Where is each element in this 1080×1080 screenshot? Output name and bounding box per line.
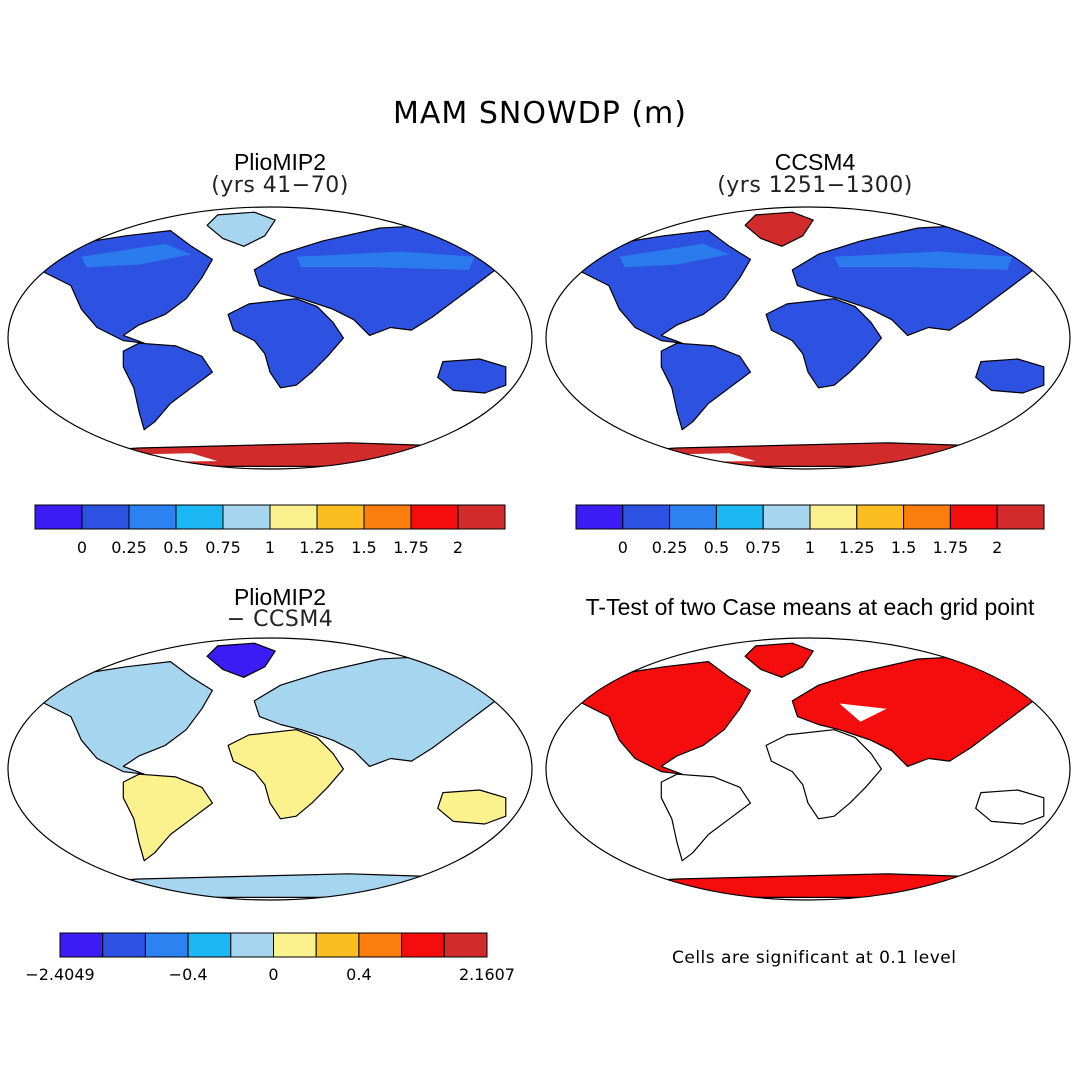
colorbar-box [363, 504, 412, 530]
colorbar-tick-label: 0.75 [745, 538, 781, 557]
colorbar-box [410, 504, 459, 530]
snow-band-america [619, 243, 730, 268]
colorbar-tick-label: 0.25 [111, 538, 147, 557]
colorbar-box [81, 504, 130, 530]
colorbar-box [59, 932, 104, 958]
colorbar-tick-label: 0 [268, 965, 278, 984]
colorbar-box [809, 504, 858, 530]
colorbar-box [996, 504, 1045, 530]
colorbar-tick-label: 0.5 [704, 538, 729, 557]
colorbar-box [102, 932, 146, 958]
land-africa [765, 298, 882, 389]
land-europeAsia [253, 224, 512, 336]
colorbar-box [230, 932, 275, 958]
land-southAmerica [122, 342, 213, 431]
land-africa [765, 729, 882, 820]
colorbar-box [128, 504, 177, 530]
colorbar-tick-label: 1.25 [299, 538, 335, 557]
land-australia [975, 789, 1045, 825]
colorbar-box [443, 932, 488, 958]
panel2-title: CCSM4 [774, 149, 856, 175]
colorbar-box [222, 504, 271, 530]
map-frame [545, 206, 1071, 470]
panel3-title: PlioMIP2 [233, 584, 327, 610]
land-northAmerica [38, 661, 213, 775]
colorbar-box [622, 504, 671, 530]
panel1-title: PlioMIP2 [233, 149, 327, 175]
colorbar-box [575, 504, 624, 530]
panel3-subtitle: − CCSM4 [226, 607, 334, 632]
map-frame [545, 637, 1071, 901]
colorbar-tick-label: 0.5 [163, 538, 188, 557]
colorbar-tick-label: 1.75 [933, 538, 969, 557]
map-frame [7, 637, 533, 901]
panel1-subtitle: (yrs 41−70) [211, 173, 349, 198]
snow-band-eurasia [296, 251, 475, 270]
nonsignificant-gap [839, 703, 887, 722]
land-africa [227, 729, 344, 820]
colorbar-box [401, 932, 445, 958]
land-southAmerica [660, 773, 751, 862]
panel2-subtitle: (yrs 1251−1300) [717, 173, 913, 198]
colorbar-box [949, 504, 998, 530]
land-southAmerica [660, 342, 751, 431]
land-greenland [744, 211, 814, 247]
land-australia [975, 358, 1045, 394]
colorbar-2: 0 0.25 0.5 0.75 1 1.25 1.5 1.75 2 [575, 504, 1045, 557]
colorbar-box [273, 932, 317, 958]
panel4-title: T-Test of two Case means at each grid po… [585, 594, 1035, 620]
colorbar-box [715, 504, 764, 530]
land-europeAsia [791, 655, 1050, 767]
colorbar-box [457, 504, 506, 530]
colorbar-tick-label: 1 [805, 538, 815, 557]
colorbar-tick-label: 1.25 [839, 538, 875, 557]
colorbar-box [315, 932, 360, 958]
colorbar-tick-label: 0.75 [205, 538, 241, 557]
colorbar-tick-label: 2 [453, 538, 463, 557]
colorbar-box [34, 504, 83, 530]
colorbar-tick-label: −2.4049 [25, 965, 94, 984]
colorbar-tick-label: 0 [618, 538, 628, 557]
land-southAmerica [122, 773, 213, 862]
colorbar-box [358, 932, 403, 958]
colorbar-box [316, 504, 365, 530]
land-greenland [206, 642, 276, 678]
colorbar-box [762, 504, 811, 530]
figure-title: MAM SNOWDP (m) [393, 96, 687, 131]
land-australia [437, 358, 507, 394]
colorbar-box [269, 504, 318, 530]
colorbar-tick-label: −0.4 [169, 965, 208, 984]
colorbar-box [856, 504, 905, 530]
snow-band-eurasia [834, 251, 1013, 270]
map-panel-2 [545, 206, 1071, 470]
land-europeAsia [791, 224, 1050, 336]
snow-band-america [81, 243, 192, 268]
land-europeAsia [253, 655, 512, 767]
colorbar-tick-label: 1.75 [393, 538, 429, 557]
land-northAmerica [576, 661, 751, 775]
colorbar-tick-label: 0.25 [652, 538, 688, 557]
colorbar-3: −2.4049 −0.4 0 0.4 2.1607 [25, 932, 515, 984]
colorbar-tick-label: 1 [265, 538, 275, 557]
colorbar-box [903, 504, 951, 530]
colorbar-1: 0 0.25 0.5 0.75 1 1.25 1.5 1.75 2 [34, 504, 506, 557]
land-greenland [206, 211, 276, 247]
colorbar-box [175, 504, 224, 530]
colorbar-tick-label: 1.5 [891, 538, 916, 557]
colorbar-tick-label: 0 [77, 538, 87, 557]
land-greenland [744, 642, 814, 678]
colorbar-tick-label: 2 [992, 538, 1002, 557]
colorbar-box [144, 932, 189, 958]
colorbar-box [187, 932, 232, 958]
colorbar-box [669, 504, 717, 530]
colorbar-tick-label: 0.4 [346, 965, 371, 984]
land-africa [227, 298, 344, 389]
significance-note: Cells are significant at 0.1 level [672, 948, 957, 968]
map-frame [7, 206, 533, 470]
colorbar-tick-label: 1.5 [351, 538, 376, 557]
land-australia [437, 789, 507, 825]
colorbar-tick-label: 2.1607 [459, 965, 515, 984]
